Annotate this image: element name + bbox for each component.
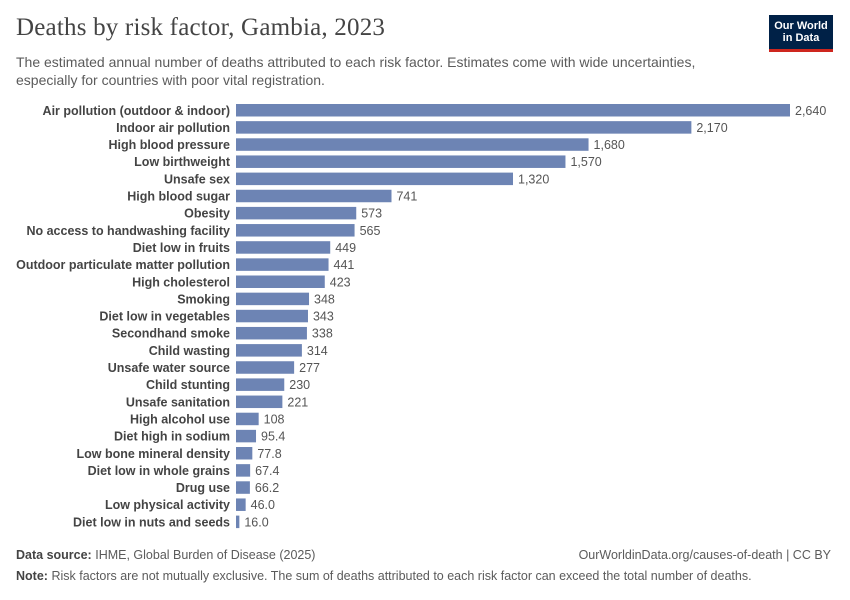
value-label: 2,170 <box>696 121 727 135</box>
bar[interactable] <box>236 498 246 511</box>
value-label: 1,570 <box>570 155 601 169</box>
value-label: 1,680 <box>594 138 625 152</box>
bar[interactable] <box>236 172 513 186</box>
value-label: 108 <box>264 412 285 426</box>
category-label: High cholesterol <box>132 275 230 289</box>
category-label: Diet low in fruits <box>133 241 230 255</box>
bar[interactable] <box>236 447 253 460</box>
value-label: 277 <box>299 361 320 375</box>
category-label: Smoking <box>177 292 230 306</box>
bar[interactable] <box>236 155 566 168</box>
logo-line-1: Our World <box>774 20 828 32</box>
value-label: 741 <box>396 190 417 204</box>
bar[interactable] <box>236 138 589 151</box>
bar[interactable] <box>236 515 240 529</box>
data-source: Data source: IHME, Global Burden of Dise… <box>16 548 315 562</box>
value-label: 573 <box>361 207 382 221</box>
category-label: Diet high in sodium <box>114 430 230 444</box>
value-label: 2,640 <box>795 104 826 118</box>
bar[interactable] <box>236 241 331 254</box>
source-text[interactable]: IHME, Global Burden of Disease (2025) <box>95 548 316 562</box>
bar[interactable] <box>236 378 285 391</box>
category-label: Outdoor particulate matter pollution <box>16 258 230 272</box>
value-label: 449 <box>335 241 356 255</box>
bar[interactable] <box>236 292 310 306</box>
value-label: 46.0 <box>251 498 275 512</box>
category-label: Unsafe sex <box>164 172 230 186</box>
category-label: Obesity <box>184 207 230 221</box>
value-label: 77.8 <box>257 447 281 461</box>
category-label: Unsafe sanitation <box>126 395 230 409</box>
source-url[interactable]: OurWorldinData.org/causes-of-death | CC … <box>578 548 831 562</box>
category-label: High alcohol use <box>130 412 230 426</box>
bar[interactable] <box>236 344 302 357</box>
value-label: 221 <box>287 395 308 409</box>
category-label: Low birthweight <box>134 155 231 169</box>
value-label: 66.2 <box>255 481 279 495</box>
bar[interactable] <box>236 206 357 220</box>
owid-logo[interactable]: Our World in Data <box>769 15 833 52</box>
value-label: 95.4 <box>261 430 285 444</box>
category-label: High blood sugar <box>127 190 230 204</box>
category-label: Low physical activity <box>105 498 230 512</box>
category-label: Secondhand smoke <box>112 327 230 341</box>
bar-chart: Air pollution (outdoor & indoor) 2,640 Ind… <box>16 104 826 530</box>
category-label: Diet low in vegetables <box>99 310 230 324</box>
bar[interactable] <box>236 326 307 340</box>
note-text: Risk factors are not mutually exclusive.… <box>51 569 752 583</box>
chart-title: Deaths by risk factor, Gambia, 2023 <box>16 14 386 41</box>
value-label: 441 <box>334 258 355 272</box>
value-label: 565 <box>360 224 381 238</box>
value-label: 16.0 <box>244 515 268 529</box>
source-label: Data source: <box>16 548 92 562</box>
bar[interactable] <box>236 481 250 494</box>
category-label: Child stunting <box>146 378 230 392</box>
bar[interactable] <box>236 258 329 271</box>
bar[interactable] <box>236 309 308 323</box>
bar[interactable] <box>236 189 392 203</box>
bar[interactable] <box>236 275 325 289</box>
logo-line-2: in Data <box>782 32 820 44</box>
category-label: Unsafe water source <box>108 361 230 375</box>
category-label: Diet low in whole grains <box>88 464 230 478</box>
value-label: 1,320 <box>518 172 549 186</box>
bar[interactable] <box>236 121 692 134</box>
bar[interactable] <box>236 361 295 374</box>
value-label: 343 <box>313 310 334 324</box>
category-label: No access to handwashing facility <box>26 224 230 238</box>
category-label: Air pollution (outdoor & indoor) <box>43 104 230 118</box>
chart-note: Note: Risk factors are not mutually excl… <box>16 569 752 583</box>
category-label: Indoor air pollution <box>116 121 230 135</box>
note-label: Note: <box>16 569 48 583</box>
value-label: 314 <box>307 344 328 358</box>
category-label: High blood pressure <box>108 138 230 152</box>
value-label: 230 <box>289 378 310 392</box>
bar[interactable] <box>236 104 790 117</box>
value-label: 338 <box>312 327 333 341</box>
value-label: 423 <box>330 275 351 289</box>
bar[interactable] <box>236 224 355 237</box>
value-label: 348 <box>314 292 335 306</box>
bar[interactable] <box>236 464 251 477</box>
category-label: Low bone mineral density <box>77 447 231 461</box>
bar[interactable] <box>236 395 283 409</box>
category-label: Diet low in nuts and seeds <box>73 515 230 529</box>
category-label: Child wasting <box>149 344 230 358</box>
category-label: Drug use <box>176 481 230 495</box>
value-label: 67.4 <box>255 464 279 478</box>
bar[interactable] <box>236 429 257 443</box>
bar[interactable] <box>236 412 259 426</box>
chart-subtitle: The estimated annual number of deaths at… <box>16 54 696 88</box>
